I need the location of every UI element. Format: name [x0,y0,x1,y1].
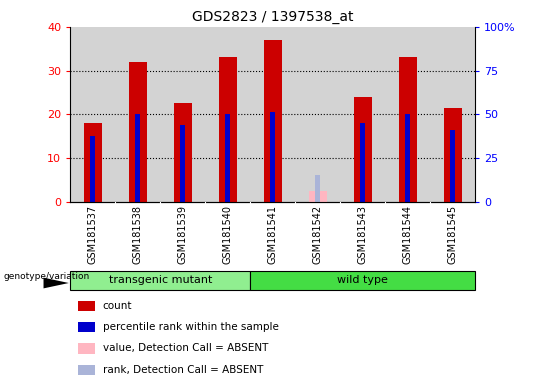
Bar [174,103,192,202]
Bar [78,343,94,354]
Text: rank, Detection Call = ABSENT: rank, Detection Call = ABSENT [103,364,263,375]
Bar [309,191,327,202]
Bar [264,40,282,202]
Text: value, Detection Call = ABSENT: value, Detection Call = ABSENT [103,343,268,354]
Bar [405,114,410,202]
Text: GSM181541: GSM181541 [268,205,278,264]
Bar [450,129,455,202]
Text: GSM181545: GSM181545 [448,205,458,264]
Text: wild type: wild type [338,275,388,285]
Bar [180,125,185,202]
Bar [84,123,102,202]
Bar [78,364,94,375]
Bar [225,114,231,202]
Text: count: count [103,301,132,311]
Title: GDS2823 / 1397538_at: GDS2823 / 1397538_at [192,10,354,25]
Text: percentile rank within the sample: percentile rank within the sample [103,322,279,333]
Bar [354,97,372,202]
Bar [78,322,94,333]
Bar [70,271,250,290]
Text: GSM181539: GSM181539 [178,205,188,264]
Text: genotype/variation: genotype/variation [4,272,90,281]
Text: GSM181542: GSM181542 [313,205,323,264]
Bar [78,301,94,311]
Bar [250,271,475,290]
Polygon shape [44,278,69,288]
Text: GSM181544: GSM181544 [403,205,413,264]
Text: GSM181537: GSM181537 [87,205,98,264]
Bar [444,108,462,202]
Bar [129,62,147,202]
Bar [360,123,366,202]
Bar [219,58,237,202]
Text: transgenic mutant: transgenic mutant [109,275,212,285]
Text: GSM181543: GSM181543 [357,205,368,264]
Bar [399,58,417,202]
Bar [90,136,96,202]
Text: GSM181540: GSM181540 [222,205,233,264]
Bar [315,175,320,202]
Text: GSM181538: GSM181538 [133,205,143,264]
Bar [270,112,275,202]
Bar [135,114,140,202]
